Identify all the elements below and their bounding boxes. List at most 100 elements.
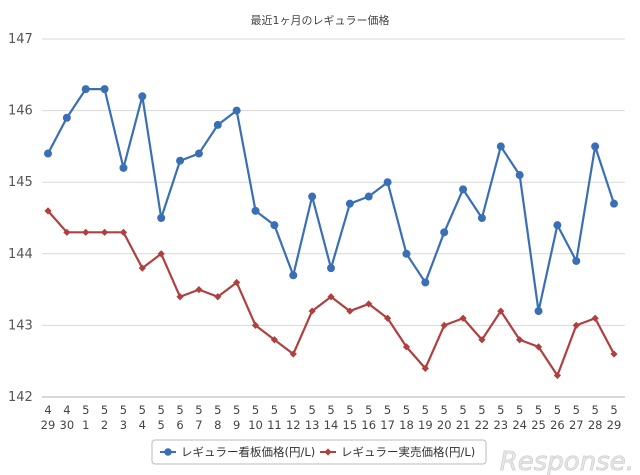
x-tick-day: 11: [267, 418, 282, 432]
x-tick-month: 4: [63, 403, 70, 417]
chart-title: 最近1ヶ月のレギュラー価格: [251, 13, 390, 27]
grid-lines: [42, 38, 625, 398]
data-point: [497, 307, 505, 315]
data-point: [100, 85, 109, 94]
data-point: [138, 92, 147, 101]
x-tick-day: 25: [531, 418, 546, 432]
data-point: [232, 106, 241, 115]
data-point: [157, 214, 166, 222]
x-tick-day: 21: [456, 418, 471, 432]
x-tick-day: 1: [82, 418, 89, 432]
legend-label: レギュラー実売価格(円/L): [341, 445, 475, 459]
x-tick-day: 8: [214, 418, 221, 432]
x-tick-month: 5: [139, 403, 146, 417]
data-point: [62, 113, 71, 122]
data-point: [383, 178, 392, 187]
data-point: [214, 293, 222, 301]
x-tick-month: 5: [214, 403, 221, 417]
data-point: [176, 156, 185, 165]
x-tick-day: 18: [399, 418, 414, 432]
x-tick-month: 5: [271, 403, 278, 417]
x-tick-month: 5: [101, 403, 108, 417]
x-tick-day: 9: [233, 418, 240, 432]
legend-marker: [164, 448, 172, 456]
data-point: [327, 264, 335, 273]
legend: レギュラー看板価格(円/L) レギュラー実売価格(円/L): [151, 439, 487, 465]
data-point: [610, 350, 618, 358]
data-point: [440, 321, 448, 329]
data-point: [251, 206, 260, 215]
x-axis-ticks: 4294305152535455565758595105115125135145…: [41, 403, 622, 432]
data-point: [364, 192, 373, 201]
x-tick-month: 5: [308, 403, 315, 417]
data-point: [345, 199, 354, 208]
y-tick-label: 146: [8, 104, 33, 119]
data-point: [101, 228, 109, 236]
x-tick-month: 4: [44, 403, 51, 417]
data-point: [421, 278, 430, 287]
y-tick-label: 144: [8, 247, 33, 262]
data-point: [534, 343, 543, 351]
x-tick-day: 23: [493, 418, 508, 432]
x-tick-day: 14: [324, 418, 339, 432]
data-point: [195, 286, 203, 294]
series-layer: [44, 85, 618, 380]
data-point: [289, 350, 297, 358]
x-tick-month: 5: [459, 403, 466, 417]
y-tick-label: 143: [8, 318, 33, 333]
x-tick-month: 5: [233, 403, 240, 417]
x-tick-month: 5: [441, 403, 448, 417]
x-tick-day: 20: [437, 418, 452, 432]
x-tick-month: 5: [422, 403, 429, 417]
data-point: [176, 293, 184, 301]
x-tick-day: 3: [120, 418, 127, 432]
data-point: [81, 85, 90, 94]
x-tick-month: 5: [120, 403, 127, 417]
x-tick-day: 22: [475, 418, 490, 432]
x-tick-day: 2: [101, 418, 108, 432]
data-point: [459, 314, 467, 322]
x-tick-month: 5: [478, 403, 485, 417]
data-point: [440, 228, 449, 237]
data-point: [402, 249, 411, 258]
x-tick-month: 5: [252, 403, 259, 417]
data-point: [478, 336, 486, 344]
y-tick-label: 145: [8, 175, 33, 190]
x-tick-month: 5: [497, 403, 504, 417]
data-point: [44, 149, 52, 158]
x-tick-day: 5: [158, 418, 165, 432]
data-point: [308, 192, 317, 201]
data-point: [515, 171, 524, 180]
data-point: [138, 264, 146, 272]
x-tick-day: 30: [60, 418, 75, 432]
data-point: [194, 149, 203, 158]
x-tick-month: 5: [327, 403, 334, 417]
data-point: [365, 300, 373, 308]
data-point: [346, 307, 354, 315]
x-tick-month: 5: [384, 403, 391, 417]
x-tick-month: 5: [554, 403, 561, 417]
data-point: [119, 163, 128, 172]
x-tick-day: 27: [569, 418, 584, 432]
data-point: [157, 250, 165, 258]
data-point: [496, 142, 505, 151]
x-tick-day: 17: [380, 418, 395, 432]
x-tick-month: 5: [591, 403, 598, 417]
data-point: [610, 199, 618, 208]
data-point: [233, 278, 241, 287]
x-tick-day: 10: [248, 418, 263, 432]
x-tick-month: 5: [403, 403, 410, 417]
data-point: [553, 371, 561, 380]
x-tick-day: 29: [607, 418, 622, 432]
x-tick-month: 5: [365, 403, 372, 417]
data-point: [477, 214, 486, 222]
data-point: [270, 336, 278, 344]
x-tick-month: 5: [195, 403, 202, 417]
data-point: [591, 142, 600, 151]
x-tick-day: 4: [139, 418, 146, 432]
x-tick-month: 5: [535, 403, 542, 417]
data-point: [270, 221, 279, 230]
legend-label: レギュラー看板価格(円/L): [181, 445, 315, 459]
data-point: [251, 321, 260, 329]
x-tick-day: 13: [305, 418, 320, 432]
